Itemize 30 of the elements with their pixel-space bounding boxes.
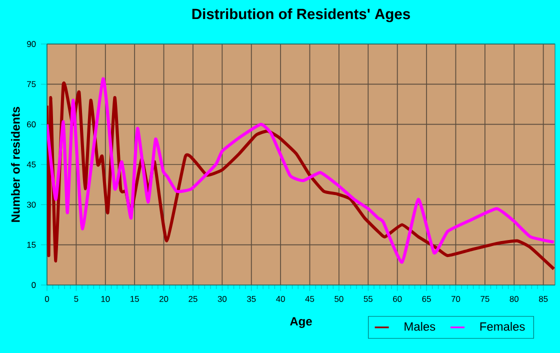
y-tick-label: 90 bbox=[27, 41, 36, 48]
x-tick-label: 40 bbox=[276, 296, 285, 302]
y-tick-label: 15 bbox=[27, 242, 36, 248]
y-tick-label: 0 bbox=[32, 282, 36, 288]
legend-label: Females bbox=[480, 322, 525, 331]
x-tick-label: 65 bbox=[422, 296, 431, 302]
x-tick-label: 70 bbox=[451, 296, 460, 302]
y-tick-label: 45 bbox=[26, 162, 36, 168]
x-tick-label: 80 bbox=[510, 296, 518, 302]
y-axis-title: Number of residents bbox=[11, 106, 20, 222]
x-tick-label: 15 bbox=[130, 296, 139, 302]
x-tick-label: 25 bbox=[188, 296, 198, 302]
y-tick-label: 30 bbox=[26, 202, 36, 208]
y-tick-label: 60 bbox=[27, 121, 36, 128]
x-tick-label: 0 bbox=[44, 296, 50, 302]
x-tick-label: 60 bbox=[393, 296, 402, 302]
x-tick-label: 10 bbox=[101, 296, 110, 302]
chart-title: Distribution of Residents' Ages bbox=[192, 8, 410, 22]
x-tick-label: 50 bbox=[334, 296, 344, 302]
legend-label: Males bbox=[404, 322, 436, 331]
x-axis-title: Age bbox=[290, 317, 312, 328]
x-tick-label: 5 bbox=[74, 296, 78, 302]
x-tick-label: 20 bbox=[160, 296, 168, 302]
x-tick-label: 75 bbox=[480, 296, 490, 302]
y-tick-label: 75 bbox=[27, 81, 36, 88]
x-tick-label: 85 bbox=[539, 296, 548, 302]
x-tick-label: 35 bbox=[247, 296, 256, 302]
x-tick-label: 30 bbox=[218, 296, 227, 302]
x-tick-label: 55 bbox=[364, 296, 372, 302]
x-tick-label: 45 bbox=[305, 296, 314, 302]
